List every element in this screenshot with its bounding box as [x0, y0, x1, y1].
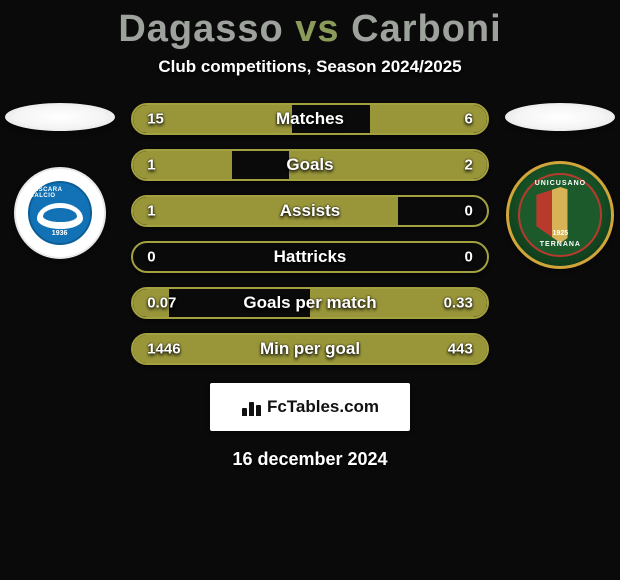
badge-left-title: PESCARA CALCIO — [30, 187, 90, 199]
stat-value-right: 2 — [464, 157, 472, 174]
page-title: Dagasso vs Carboni — [0, 8, 620, 51]
stat-value-right: 0.33 — [444, 295, 473, 312]
stat-label: Goals per match — [243, 293, 376, 313]
stat-value-left: 1446 — [147, 341, 180, 358]
stat-label: Min per goal — [260, 339, 360, 359]
vs-text: vs — [295, 8, 339, 50]
club-badge-right: UNICUSANO 1925 TERNANA — [506, 161, 614, 269]
stat-value-left: 0 — [147, 249, 155, 266]
stat-label: Matches — [276, 109, 344, 129]
stat-value-right: 443 — [448, 341, 473, 358]
stat-bar-row: 0 Hattricks 0 — [131, 241, 489, 273]
stat-label: Assists — [280, 201, 340, 221]
stat-label: Goals — [286, 155, 333, 175]
stat-value-left: 1 — [147, 157, 155, 174]
player1-name: Dagasso — [118, 8, 283, 50]
fctables-logo: FcTables.com — [241, 397, 379, 417]
player1-silhouette — [5, 103, 115, 131]
stat-value-right: 6 — [464, 111, 472, 128]
stat-value-right: 0 — [464, 203, 472, 220]
stat-bar-row: 0.07 Goals per match 0.33 — [131, 287, 489, 319]
badge-left-year: 1936 — [52, 230, 68, 237]
stat-bar-fill-left — [133, 197, 398, 225]
footer-attribution: FcTables.com — [210, 383, 410, 431]
subtitle: Club competitions, Season 2024/2025 — [0, 57, 620, 77]
right-side: UNICUSANO 1925 TERNANA — [501, 103, 620, 269]
stat-bar-row: 15 Matches 6 — [131, 103, 489, 135]
stat-bar-row: 1 Goals 2 — [131, 149, 489, 181]
club-badge-right-inner: UNICUSANO 1925 TERNANA — [518, 173, 602, 257]
main-row: PESCARA CALCIO 1936 15 Matches 6 1 Goals 2 1 As… — [0, 103, 620, 365]
badge-right-year: 1925 — [553, 230, 569, 237]
player2-name: Carboni — [351, 8, 502, 50]
badge-right-bottom: TERNANA — [540, 241, 581, 248]
badge-right-top: UNICUSANO — [535, 180, 586, 187]
comparison-infographic: Dagasso vs Carboni Club competitions, Se… — [0, 0, 620, 470]
stat-value-left: 0.07 — [147, 295, 176, 312]
stat-bar-row: 1446 Min per goal 443 — [131, 333, 489, 365]
stat-value-right: 0 — [464, 249, 472, 266]
stat-bars: 15 Matches 6 1 Goals 2 1 Assists 0 0 Hattricks 0 0.0… — [131, 103, 489, 365]
dolphin-icon — [37, 203, 83, 229]
stat-bar-row: 1 Assists 0 — [131, 195, 489, 227]
player2-silhouette — [505, 103, 615, 131]
left-side: PESCARA CALCIO 1936 — [0, 103, 119, 259]
club-badge-left-inner: PESCARA CALCIO 1936 — [28, 181, 92, 245]
stat-value-left: 1 — [147, 203, 155, 220]
club-badge-left: PESCARA CALCIO 1936 — [14, 167, 106, 259]
bar-chart-icon — [241, 398, 263, 416]
fctables-text: FcTables.com — [267, 397, 379, 417]
stat-value-left: 15 — [147, 111, 164, 128]
stat-label: Hattricks — [274, 247, 347, 267]
date-label: 16 december 2024 — [0, 449, 620, 470]
